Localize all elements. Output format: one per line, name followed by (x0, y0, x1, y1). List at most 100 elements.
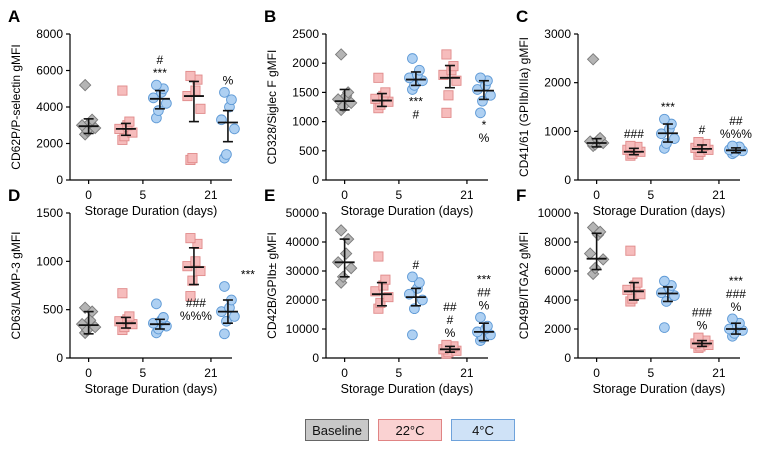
data-point (151, 298, 162, 310)
panel-letter: C (516, 7, 528, 26)
significance-label: *** (153, 66, 167, 80)
y-tick-label: 2000 (544, 322, 571, 336)
data-point (334, 48, 348, 61)
significance-label: *** (729, 274, 743, 288)
data-point (151, 79, 162, 91)
group-4c-day-21 (472, 312, 496, 346)
x-tick-label: 5 (648, 188, 655, 202)
significance-label: # (413, 107, 420, 121)
panel-letter: E (264, 186, 275, 205)
data-point (148, 92, 159, 104)
data-point (583, 247, 597, 260)
legend: Baseline 22°C 4°C (305, 419, 515, 443)
group-22c-day-21 (690, 332, 714, 353)
x-tick-label: 0 (593, 366, 600, 380)
group-22c-day-21 (182, 70, 206, 165)
y-tick-label: 2000 (292, 56, 319, 70)
y-tick-label: 2000 (36, 137, 63, 151)
y-tick-label: 1000 (544, 124, 571, 138)
x-axis-label: Storage Duration (days) (593, 204, 726, 218)
y-tick-label: 8000 (544, 235, 571, 249)
x-tick-label: 0 (593, 188, 600, 202)
x-tick-label: 0 (85, 188, 92, 202)
data-point (659, 322, 670, 333)
y-tick-label: 10000 (286, 322, 320, 336)
group-4c-day-21 (216, 87, 240, 164)
data-point (370, 286, 381, 297)
group-4c-day-5 (656, 113, 680, 154)
significance-label: % (731, 300, 742, 314)
panel-letter: D (8, 186, 20, 205)
y-tick-label: 20000 (286, 293, 320, 307)
data-point (588, 261, 602, 275)
group-22c-day-21 (182, 233, 206, 302)
data-point (339, 247, 353, 260)
data-point (380, 274, 391, 285)
panel-c: C 0 1000 2000 3000 0 5 21 Storage Duration (days… (516, 7, 752, 218)
group-4c-day-5 (148, 298, 172, 339)
group-22c-day-21 (690, 136, 714, 160)
data-point (407, 329, 418, 341)
data-point (375, 297, 386, 308)
data-point (161, 97, 172, 109)
y-tick-label: 30000 (286, 264, 320, 278)
data-point (226, 94, 237, 106)
x-tick-label: 21 (460, 188, 474, 202)
y-tick-label: 2000 (544, 76, 571, 90)
x-axis-label: Storage Duration (days) (341, 204, 474, 218)
data-point (153, 105, 164, 117)
y-tick-label: 6000 (544, 264, 571, 278)
x-axis-label: Storage Duration (days) (593, 382, 726, 396)
group-4c-day-5 (404, 271, 428, 341)
group-22c-day-5 (370, 72, 394, 114)
y-tick-label: 50000 (286, 206, 320, 220)
data-point (443, 90, 454, 101)
y-tick-label: 500 (299, 144, 319, 158)
x-tick-label: 21 (712, 366, 726, 380)
data-point (407, 53, 418, 64)
data-point (190, 85, 201, 96)
x-tick-label: 5 (396, 366, 403, 380)
significance-label: *** (409, 94, 423, 108)
data-point (586, 53, 600, 66)
data-point (441, 49, 452, 60)
panel-a: A 0 2000 4000 6000 8000 0 5 21 Storage Duration (… (8, 7, 240, 218)
data-point (117, 288, 128, 299)
data-point (661, 138, 672, 149)
group-4c-day-21 (724, 313, 748, 342)
panel-e: E 0 10000 20000 30000 40000 50000 0 5 21 Storage D… (264, 186, 496, 396)
x-tick-label: 21 (204, 366, 218, 380)
significance-label: ## (443, 300, 457, 314)
x-tick-label: 0 (341, 366, 348, 380)
x-tick-label: 5 (140, 188, 147, 202)
significance-label: ### (726, 287, 746, 301)
group-baseline-day-0 (75, 301, 102, 340)
data-point (78, 301, 92, 314)
data-point (383, 292, 394, 303)
y-tick-label: 0 (312, 173, 319, 187)
significance-label: *** (241, 267, 255, 281)
y-tick-label: 1000 (36, 254, 63, 268)
y-tick-label: 40000 (286, 235, 320, 249)
group-baseline-day-0 (583, 53, 610, 153)
panel-b: B 0 500 1000 1500 2000 2500 0 5 21 Storage Duratio… (264, 7, 496, 218)
significance-label: * (482, 118, 487, 132)
x-axis-label: Storage Duration (days) (341, 382, 474, 396)
y-tick-label: 0 (564, 173, 571, 187)
data-point (124, 116, 135, 127)
x-axis-label: Storage Duration (days) (85, 382, 218, 396)
y-tick-label: 1500 (292, 85, 319, 99)
significance-label: % (479, 298, 490, 312)
legend-item-4c: 4°C (451, 419, 515, 441)
y-axis-label: CD41/61 (GPIIb/IIIa) gMFI (517, 37, 531, 177)
x-tick-label: 0 (341, 188, 348, 202)
group-baseline-day-0 (75, 78, 102, 141)
x-tick-label: 0 (85, 366, 92, 380)
group-4c-day-21 (724, 140, 748, 160)
significance-label: ## (729, 114, 743, 128)
y-tick-label: 2500 (292, 27, 319, 41)
y-tick-label: 500 (43, 303, 63, 317)
group-22c-day-5 (622, 140, 646, 161)
y-tick-label: 4000 (36, 100, 63, 114)
data-point (117, 85, 128, 96)
